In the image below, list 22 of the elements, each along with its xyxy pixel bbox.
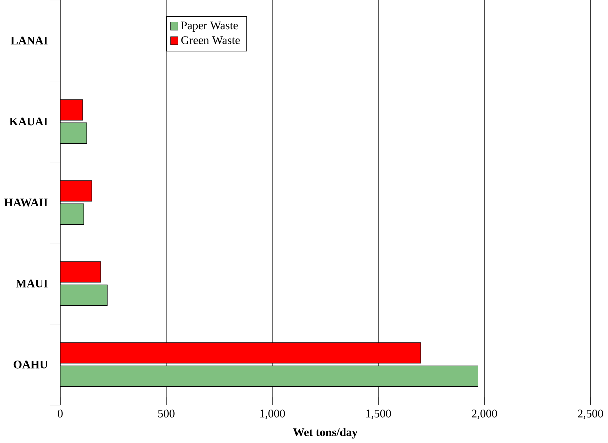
x-tick-label: 2,000 [472,410,498,420]
x-tick-label: 1,000 [260,410,286,420]
bar [60,180,92,202]
legend-label: Green Waste [182,36,240,44]
bar [60,100,84,121]
x-tick-label: 2,500 [578,410,604,420]
x-tick-label: 500 [158,410,175,418]
y-tick-label: LANAI [10,36,48,45]
bar [60,284,108,306]
y-tick-label: KAUAI [10,118,48,126]
x-tick-label: 1,500 [366,410,392,420]
bar [60,262,102,283]
legend-label: Paper Waste [181,22,238,32]
x-tick-label: 0 [58,410,63,418]
bar [60,342,422,364]
bar [60,122,88,144]
x-axis-title: Wet tons/day [293,428,358,439]
bar [60,366,479,387]
y-tick-label: MAUI [16,280,48,288]
y-tick-label: HAWAII [4,198,48,207]
bar [60,204,84,225]
y-tick-label: OAHU [14,360,48,369]
